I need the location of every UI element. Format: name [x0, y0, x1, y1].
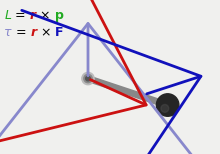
Text: F: F — [55, 26, 64, 39]
Circle shape — [84, 74, 92, 83]
Text: =: = — [11, 9, 30, 22]
Text: p: p — [55, 9, 64, 22]
Circle shape — [161, 104, 169, 112]
Text: ×: × — [37, 26, 55, 39]
Circle shape — [156, 94, 179, 116]
Circle shape — [86, 76, 90, 81]
Text: τ: τ — [4, 26, 12, 39]
Text: ×: × — [36, 9, 55, 22]
Text: L: L — [4, 9, 11, 22]
Text: r: r — [30, 9, 36, 22]
Text: r: r — [31, 26, 37, 39]
Circle shape — [82, 72, 94, 85]
Text: =: = — [12, 26, 31, 39]
